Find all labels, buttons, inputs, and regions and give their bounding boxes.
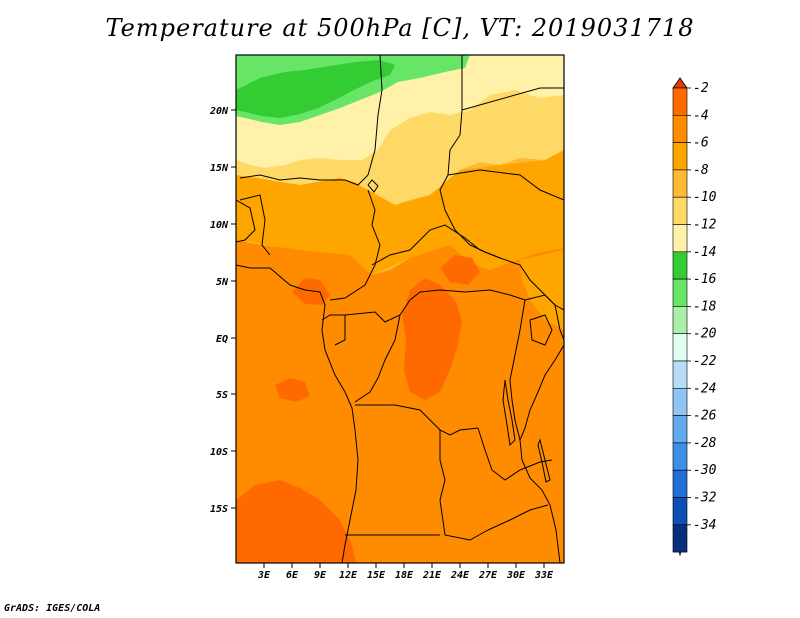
lake-tanganyika [502, 379, 516, 447]
temp-patch-red-west2 [275, 378, 310, 402]
colorbar-level-label: -24 [693, 381, 716, 396]
colorbar-segment [672, 469, 688, 498]
colorbar-level-label: -10 [693, 190, 717, 205]
colorbar-level-label: -4 [693, 108, 709, 123]
temperature-field [236, 55, 564, 563]
border-sahara-north [367, 55, 383, 176]
border-zambia [477, 427, 553, 481]
temp-band-light-orange-east [520, 250, 564, 330]
border-sudan-south [447, 169, 564, 201]
temp-band-green-dark [236, 60, 395, 118]
colorbar-level-label: -14 [693, 245, 716, 260]
border-gabon [321, 314, 346, 346]
colorbar-labels: -2 -4 -6 -8 -10 -12 -14 -16 -18 -20 -22 -24 -26 -28 -3… [687, 81, 717, 533]
border-zimbabwe [487, 504, 549, 531]
colorbar-segments [672, 87, 688, 553]
temp-patch-red-central [402, 278, 462, 400]
colorbar-segment [672, 87, 688, 116]
lon-label: 33E [534, 570, 554, 581]
border-drc-north [419, 289, 526, 301]
border-congo [344, 291, 421, 323]
colorbar-level-label: -26 [693, 409, 717, 424]
colorbar-segment [672, 251, 688, 280]
border-libya-sudan [461, 87, 564, 111]
lat-label: 20N [209, 106, 229, 117]
colorbar-level-label: -34 [693, 518, 716, 533]
colorbar-level-label: -30 [693, 463, 717, 478]
lat-label: 10N [210, 220, 229, 231]
colorbar-segment [672, 115, 688, 143]
border-chad-east [439, 55, 501, 259]
lat-label: 5S [216, 390, 228, 401]
colorbar-segment [672, 306, 688, 334]
lat-label: 5N [216, 277, 229, 288]
colorbar-segment [672, 169, 688, 198]
colorbar-level-label: -32 [693, 491, 717, 506]
colorbar-segment [672, 497, 688, 526]
colorbar-level-label: -22 [693, 354, 717, 369]
lon-label: 27E [478, 570, 498, 581]
grads-credit: GrADS: IGES/COLA [4, 603, 101, 614]
border-car [371, 224, 556, 306]
lon-label: 21E [422, 570, 442, 581]
temp-patch-red-north [440, 255, 480, 285]
border-chad-west [239, 174, 369, 186]
lat-label: EQ [216, 334, 228, 345]
border-uganda [524, 294, 564, 311]
country-borders [236, 55, 564, 563]
colorbar-level-label: -16 [693, 272, 717, 287]
colorbar-segment [672, 196, 688, 225]
lon-label: 9E [314, 570, 327, 581]
lake-malawi [537, 438, 551, 483]
colorbar-segment [672, 333, 688, 362]
lon-label: 15E [367, 570, 386, 581]
lon-label: 18E [395, 570, 414, 581]
colorbar: -2 -4 -6 -8 -10 -12 -14 -16 -18 -20 -22 -24 -26 -28 -3… [672, 77, 717, 557]
lat-label: 15S [210, 504, 228, 515]
border-nigeria [239, 194, 271, 256]
colorbar-level-label: -18 [693, 299, 717, 314]
colorbar-segment [672, 387, 688, 416]
lake-victoria [529, 314, 553, 346]
lake-chad [367, 179, 379, 193]
colorbar-segment [672, 415, 688, 444]
colorbar-level-label: -28 [693, 436, 717, 451]
colorbar-segment [672, 360, 688, 389]
border-cameroon [329, 189, 381, 301]
lon-label: 6E [286, 570, 299, 581]
coastline-west [236, 264, 359, 563]
lat-label: 15N [210, 163, 229, 174]
border-westafrica-1 [236, 199, 256, 243]
temp-patch-red-west [292, 278, 330, 305]
colorbar-top-arrow [672, 77, 688, 89]
latitude-labels: 20N 15N 10N 5N EQ 5S 10S 15S [209, 106, 229, 515]
map-frame [235, 54, 565, 564]
temp-patch-red-sw [236, 480, 356, 563]
colorbar-level-label: -6 [693, 136, 709, 151]
colorbar-level-label: -20 [693, 327, 717, 342]
lon-label: 24E [450, 570, 470, 581]
colorbar-segment [672, 142, 688, 171]
lat-label: 10S [210, 447, 228, 458]
border-angola-east [439, 430, 489, 541]
colorbar-segment [672, 442, 688, 471]
border-drc-east [509, 299, 526, 441]
border-kenya [554, 304, 564, 341]
colorbar-segment [672, 524, 688, 553]
lon-label: 30E [506, 570, 526, 581]
colorbar-segment [672, 278, 688, 307]
border-drc-west [354, 314, 401, 403]
lon-label: 3E [257, 570, 271, 581]
colorbar-segment [672, 224, 688, 253]
border-angola-north [355, 404, 479, 436]
colorbar-level-label: -12 [693, 218, 717, 233]
colorbar-level-label: -2 [693, 81, 709, 96]
colorbar-level-label: -8 [693, 163, 709, 178]
lon-label: 12E [339, 570, 358, 581]
longitude-labels: 3E 6E 9E 12E 15E 18E 21E 24E 27E 30E 33E [257, 570, 554, 581]
temp-band-light-orange [236, 150, 564, 275]
map-title: Temperature at 500hPa [C], VT: 201903171… [105, 14, 695, 42]
axis-ticks [231, 109, 545, 568]
